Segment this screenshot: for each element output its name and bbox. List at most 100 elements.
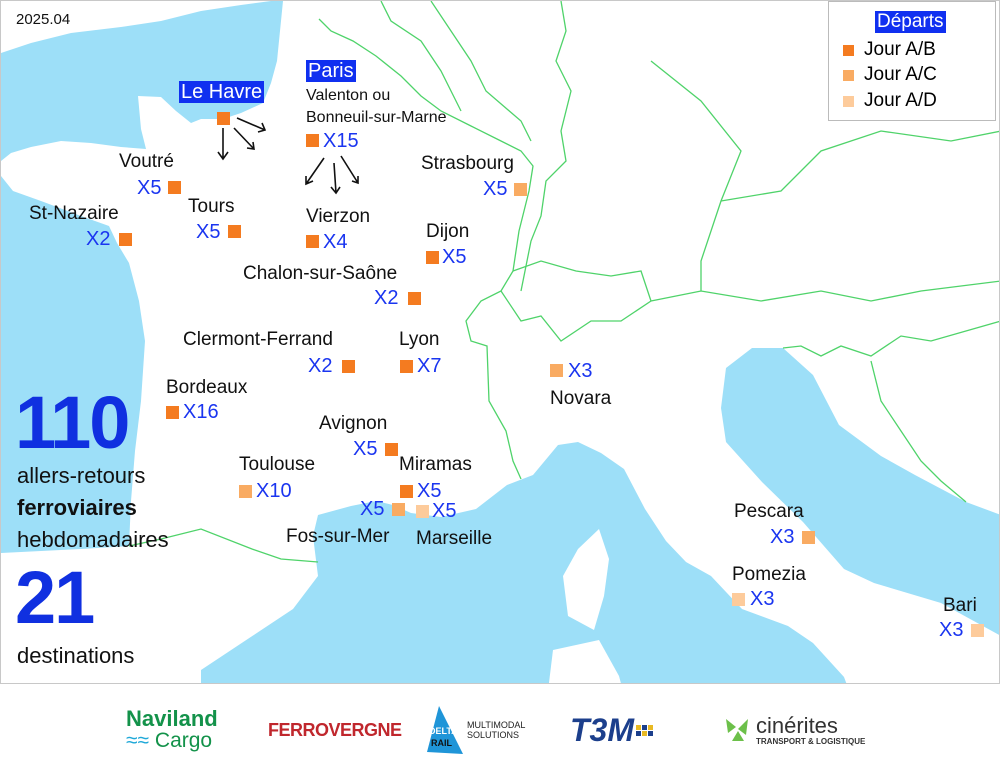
dest-name: Voutré [119, 151, 174, 172]
dest-name: Avignon [319, 413, 388, 434]
dest-name: Bordeaux [166, 377, 248, 398]
dest-name: Dijon [426, 221, 470, 242]
logo-ferrovergne-text: FERROVERGNE [268, 719, 402, 740]
dest-freq: X5 [483, 178, 508, 200]
dest-marker [971, 624, 984, 637]
dest-marker [550, 364, 563, 377]
dest-name: Lyon [399, 329, 440, 350]
dest-name: Tours [188, 196, 235, 217]
arrow [340, 155, 359, 185]
legend: Départs Jour A/B Jour A/C Jour A/D [828, 1, 996, 121]
dest-freq: X10 [256, 480, 292, 502]
dest-name: Miramas [399, 454, 472, 475]
dest-name: Toulouse [239, 454, 316, 475]
map: 2025.04 Le Havre Paris Valenton ou Bonne… [0, 0, 1000, 684]
svg-text:RAIL: RAIL [431, 738, 452, 748]
dest-marker [426, 251, 439, 264]
marker-le-havre [217, 112, 230, 125]
dest-freq: X3 [568, 360, 593, 382]
legend-label: Jour A/C [864, 64, 937, 85]
legend-swatch [843, 95, 854, 107]
dest-marker [239, 485, 252, 498]
dest-freq: X5 [417, 480, 442, 502]
legend-swatch [843, 69, 854, 81]
dest-freq: X16 [183, 401, 219, 423]
hub-le-havre-label: Le Havre [179, 81, 265, 103]
destinations-label: destinations [17, 643, 135, 668]
dest-name: Fos-sur-Mer [286, 526, 390, 547]
dest-name: Chalon-sur-Saône [243, 263, 398, 284]
logo-t3m: T3M [570, 705, 653, 755]
logo-cinerites: cinérites TRANSPORT & LOGISTIQUE [722, 705, 865, 755]
dest-marker [119, 233, 132, 246]
dest-marker [166, 406, 179, 419]
logo-delta-rail: DELTA RAIL MULTIMODAL SOLUTIONS [425, 705, 525, 755]
dest-marker [408, 292, 421, 305]
dest-marker [306, 235, 319, 248]
dest-freq: X2 [374, 287, 399, 309]
dest-marker [342, 360, 355, 373]
dest-name: Vierzon [306, 206, 371, 227]
arrow [305, 157, 325, 186]
dest-marker [802, 531, 815, 544]
dest-marker [416, 505, 429, 518]
dest-marker [228, 225, 241, 238]
dest-freq: X5 [360, 498, 385, 520]
dest-marker [168, 181, 181, 194]
trips-count: 110 [15, 381, 130, 464]
paris-frequency: X15 [323, 130, 359, 152]
basemap [1, 1, 999, 683]
hub-paris-sub2: Bonneuil-sur-Marne [306, 109, 447, 126]
dest-freq: X3 [939, 619, 964, 641]
dest-marker [400, 485, 413, 498]
dest-marker [385, 443, 398, 456]
dest-name: Clermont-Ferrand [183, 329, 333, 350]
legend-title: Départs [875, 11, 946, 33]
dest-freq: X5 [353, 438, 378, 460]
dest-name: Novara [550, 388, 612, 409]
legend-label: Jour A/D [864, 90, 937, 111]
corsica [563, 529, 609, 630]
dest-freq: X5 [196, 221, 221, 243]
route-arrows [217, 117, 359, 195]
dest-name: Pescara [734, 501, 804, 522]
dest-name: St-Nazaire [29, 203, 119, 224]
trips-label-2: ferroviaires [17, 495, 137, 520]
destinations-count: 21 [15, 556, 95, 639]
trips-label-3: hebdomadaires [17, 527, 169, 552]
arrow [217, 128, 229, 161]
trips-label-1: allers-retours [17, 463, 146, 488]
legend-swatch [843, 44, 854, 56]
dest-freq: X5 [432, 500, 457, 522]
dest-marker [514, 183, 527, 196]
islands [548, 529, 621, 683]
logo-ferrovergne: FERROVERGNE [268, 705, 402, 755]
arrow [236, 117, 267, 133]
dest-freq: X2 [86, 228, 111, 250]
adriatic [721, 348, 999, 635]
dest-name: Pomezia [732, 564, 806, 585]
sardinia [548, 640, 621, 683]
atlantic-channel [1, 1, 283, 553]
dest-freq: X5 [137, 177, 162, 199]
dest-freq: X3 [770, 526, 795, 548]
dest-freq: X3 [750, 588, 775, 610]
dest-freq: X7 [417, 355, 442, 377]
dest-freq: X2 [308, 355, 333, 377]
hub-paris-sub1: Valenton ou [306, 87, 391, 104]
borders [128, 1, 999, 563]
dest-name: Bari [943, 595, 977, 616]
dest-name: Strasbourg [421, 153, 514, 174]
svg-text:DELTA: DELTA [429, 726, 458, 736]
dest-freq: X4 [323, 231, 348, 253]
dest-name: Marseille [416, 528, 493, 549]
dest-marker [732, 593, 745, 606]
arrow [233, 127, 255, 150]
arrow [330, 162, 341, 195]
legend-label: Jour A/B [864, 39, 936, 60]
dest-marker [400, 360, 413, 373]
logo-naviland-cargo: Naviland ≈≈ Cargo [126, 706, 218, 752]
marker-paris [306, 134, 319, 147]
mediterranean [201, 442, 847, 683]
date-label: 2025.04 [16, 11, 71, 28]
